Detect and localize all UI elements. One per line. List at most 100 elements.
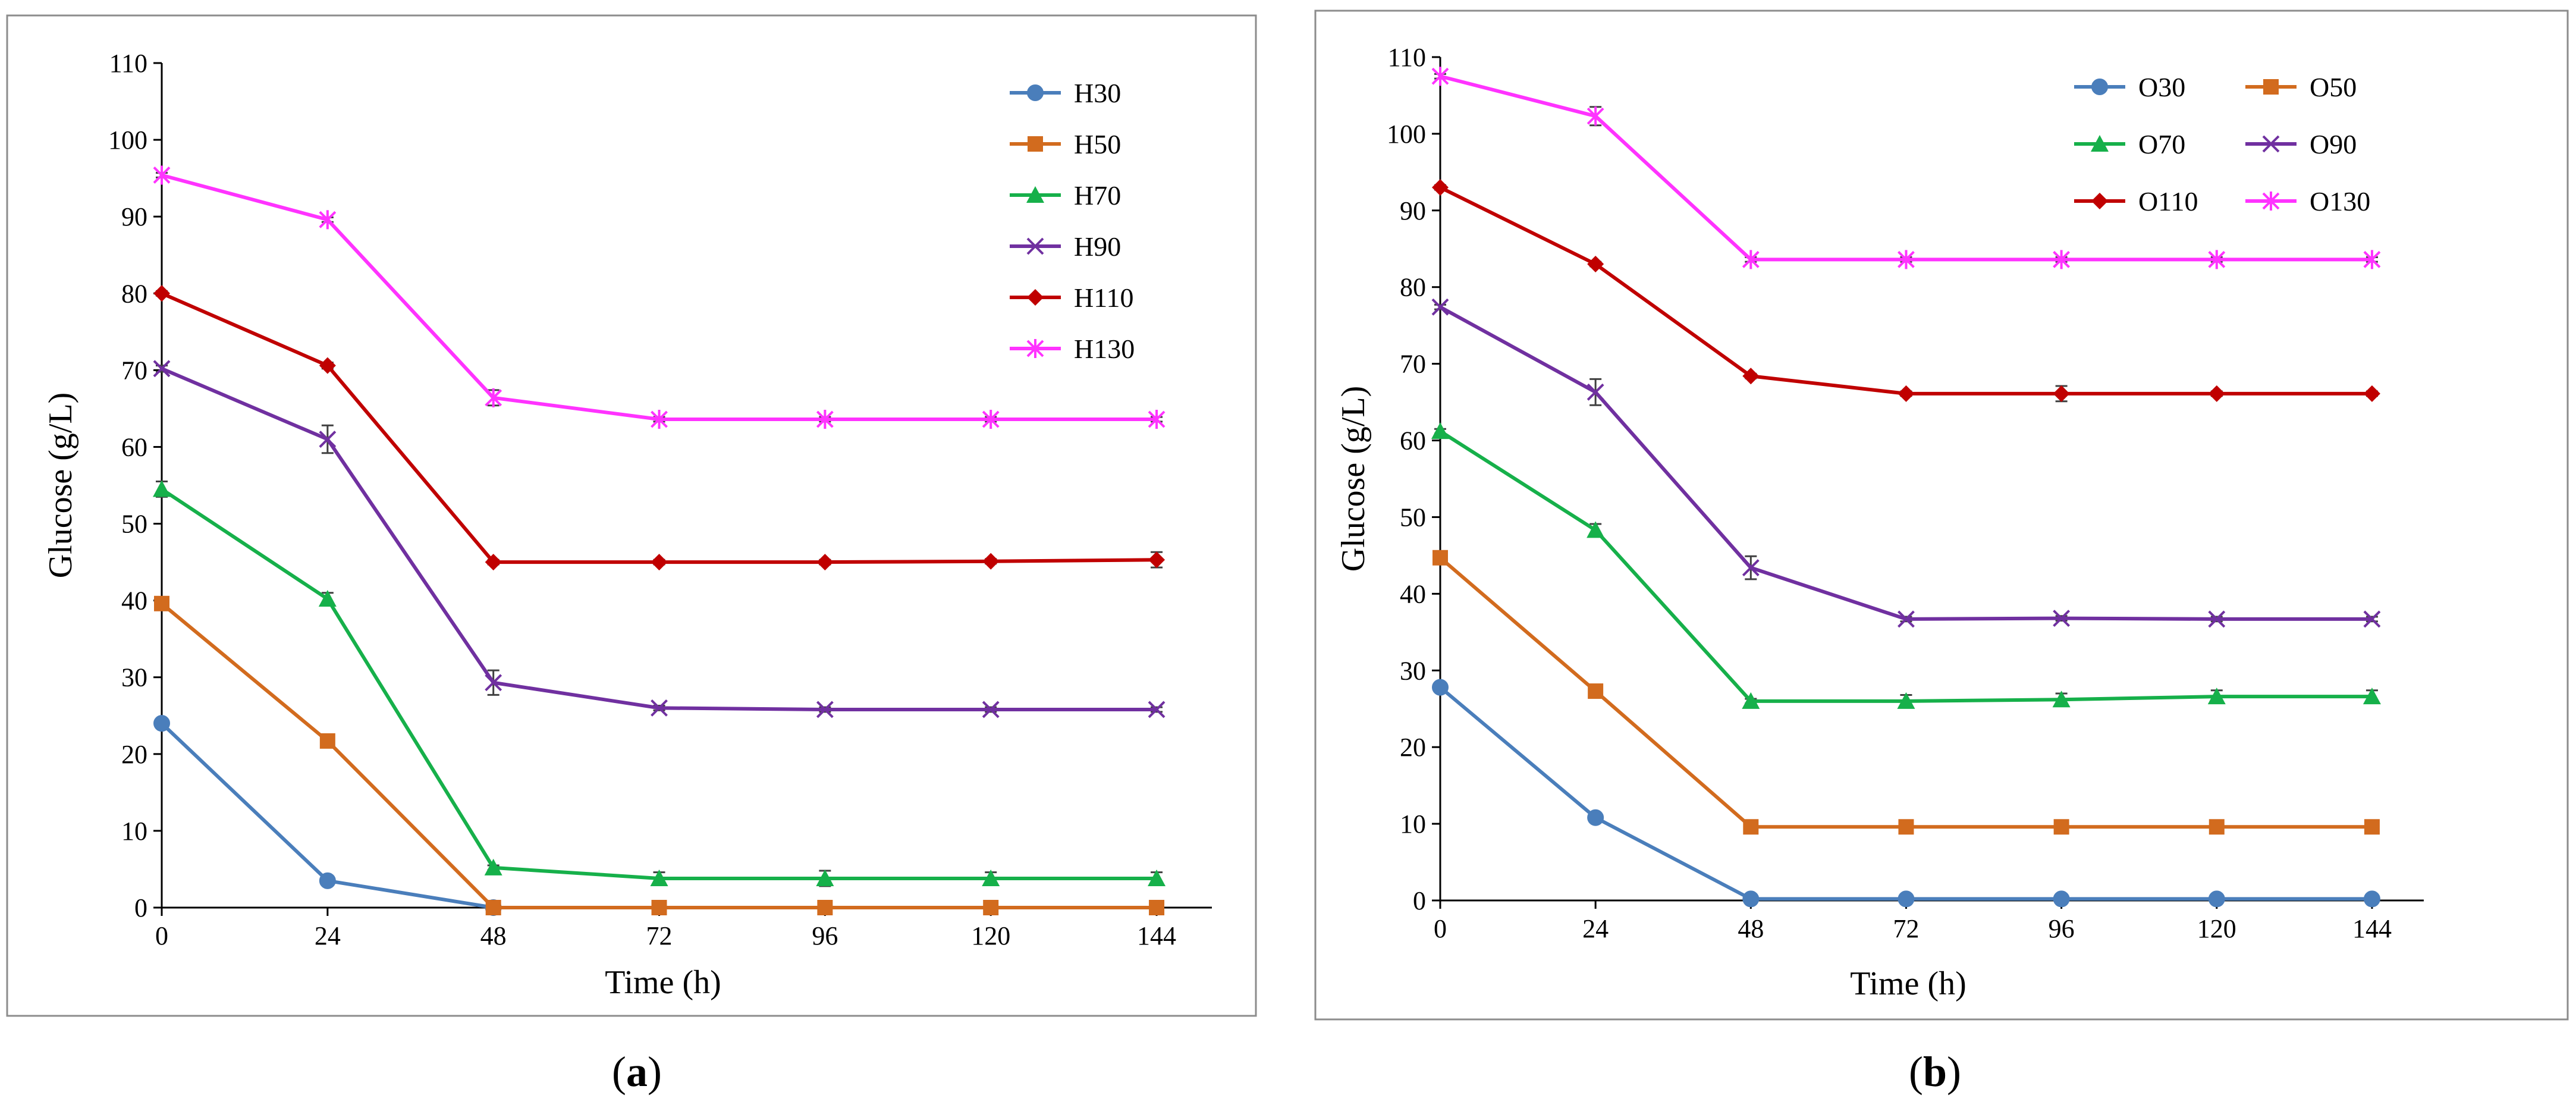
panel-a-x-tick-label: 0: [155, 921, 168, 950]
panel-b-legend-marker: [2262, 135, 2280, 153]
panel-a-x-tick-label: 24: [315, 921, 341, 950]
panel-b-series-o30-point: [1587, 809, 1604, 826]
panel-b-legend-label: O90: [2310, 129, 2357, 159]
panel-a-series-h50: [154, 595, 1165, 915]
panel-b-legend-marker: [2263, 79, 2279, 95]
panel-a-series-h70-point: [153, 480, 171, 497]
panel-b-series-o30-point: [1432, 679, 1449, 696]
panel-b-legend-marker: [2091, 135, 2109, 152]
panel-b-legend-marker: [2262, 192, 2280, 211]
panel-a-series-h30-point: [319, 872, 336, 889]
panel-a-series-h110-point: [651, 554, 668, 571]
panel-b-x-tick-label: 72: [1893, 914, 1919, 943]
panel-a-series-h110-point: [982, 553, 1000, 570]
panel-a-legend-marker: [1028, 136, 1043, 152]
panel-b-series-o50-point: [1898, 819, 1914, 835]
panel-b-y-tick-label: 110: [1388, 43, 1426, 72]
panel-b-legend-label: O110: [2138, 186, 2198, 216]
panel-a-y-tick-label: 60: [121, 432, 147, 462]
panel-a-legend-marker: [1026, 186, 1044, 203]
panel-a-legend-item-h90: H90: [1010, 231, 1121, 262]
panel-a-series-h90-point: [651, 699, 668, 717]
panel-b-series-o90-point: [2053, 610, 2071, 627]
panel-a-series-h50-point: [154, 595, 169, 611]
panel-a-series-h90-point: [816, 701, 834, 718]
panel-a-y-tick-label: 70: [121, 356, 147, 385]
panel-a-x-tick-label: 120: [971, 921, 1010, 950]
panel-b-legend-marker: [2091, 193, 2108, 209]
panel-b-series-o130-point: [1742, 250, 1760, 269]
panel-a-legend-marker: [1027, 289, 1044, 306]
panel-b-series-o110-point: [2363, 385, 2380, 402]
panel-a-series-h130-point: [816, 409, 834, 429]
panel-a-frame: [6, 14, 1257, 1017]
panel-b-x-tick-label: 24: [1582, 914, 1609, 943]
panel-a-y-tick-label: 100: [108, 125, 147, 155]
panel-b-legend-label: O50: [2310, 72, 2357, 102]
chart-panel-b: 0 10 20 30 40 50 60 70 80 90 100 110 0 24 48 72 96 120 144…: [1335, 43, 2424, 1002]
panel-a-x-tick-label: 72: [646, 921, 673, 950]
panel-b-legend-item-o30: O30: [2074, 72, 2185, 102]
panel-a-legend-item-h110: H110: [1010, 283, 1134, 313]
panel-a-series-h110-point: [153, 285, 170, 302]
panel-b-x-tick-label: 48: [1738, 914, 1764, 943]
panel-a-series-h90-point: [1148, 701, 1166, 718]
panel-b-series-o30-point: [2363, 890, 2380, 908]
panel-b-series-o50-point: [1432, 550, 1448, 566]
panel-a-series-h130-point: [982, 409, 1000, 429]
panel-b-series-o110-point: [1432, 179, 1449, 196]
panel-b-series-o90: [1431, 298, 2381, 628]
panel-b-y-tick-label: 100: [1387, 120, 1426, 149]
panel-a-series-h90-point: [485, 674, 502, 692]
panel-a-series-h30-point: [153, 715, 170, 732]
panel-a-legend-label: H90: [1074, 231, 1121, 262]
panel-b-series-o30-point: [1898, 890, 1915, 908]
panel-b-series-o50-point: [2053, 819, 2069, 835]
panel-a-series-h130-point: [153, 165, 171, 185]
panel-a-y-tick-label: 40: [121, 586, 147, 616]
panel-a-series-h130: [153, 165, 1166, 429]
panel-a-series-h50-point: [817, 900, 833, 915]
panel-b-series-o90-point: [1587, 383, 1604, 401]
panel-a-series-h70-point: [484, 858, 502, 875]
panel-a-y-tick-label: 80: [121, 279, 147, 308]
panel-b-series-o30-point: [2208, 890, 2225, 908]
chart-panel-a: 0 10 20 30 40 50 60 70 80 90 100 110 0 24 48 72 96 120 144…: [42, 49, 1212, 1001]
panel-b-series-o70-point: [1587, 521, 1605, 538]
panel-a-legend-label: H70: [1074, 180, 1121, 211]
panel-a-series-h70-point: [650, 869, 668, 886]
panel-b-legend-marker: [2091, 79, 2108, 95]
panel-b-series-o110-point: [2053, 385, 2070, 402]
panel-b-legend-item-o50: O50: [2245, 72, 2357, 102]
panel-b-series-o70-point: [1897, 692, 1915, 709]
panel-b-legend-label: O70: [2138, 129, 2185, 159]
panel-a-series-h110-point: [816, 554, 834, 571]
panel-b-series-o90-point: [2363, 610, 2381, 628]
panel-a-y-tick-label: 10: [121, 817, 147, 846]
panel-a-legend-marker: [1026, 237, 1044, 255]
panel-b-series-o110-point: [1742, 368, 1760, 385]
panel-a-series-h90-point: [982, 701, 1000, 718]
panel-b-series-o90-point: [1431, 298, 1449, 316]
panel-b-series-o130: [1431, 67, 2381, 269]
panel-a-series-h90: [153, 360, 1166, 718]
panel-b-y-tick-label: 70: [1400, 350, 1426, 379]
panel-b-series-o130-point: [1587, 106, 1604, 126]
panel-a-x-tick-label: 144: [1137, 921, 1176, 950]
panel-b-series-o70-point: [1742, 692, 1760, 709]
panel-b-y-tick-label: 80: [1400, 273, 1426, 302]
panel-a-legend-marker: [1027, 84, 1044, 101]
panel-a-series-h110-point: [485, 554, 502, 571]
panel-b-series-o30-point: [2053, 890, 2070, 908]
panel-b-x-tick-label: 120: [2197, 914, 2236, 943]
panel-a-series-h70-point: [982, 869, 1000, 886]
panel-b-series-o70-point: [2363, 688, 2381, 705]
panel-a-legend-label: H130: [1074, 334, 1135, 364]
panel-b-x-tick-label: 0: [1434, 914, 1447, 943]
panel-b-series-o110-point: [2208, 385, 2225, 402]
panel-b-y-tick-label: 50: [1400, 503, 1426, 532]
caption-b: (b): [1909, 1048, 1961, 1096]
panel-a-legend-item-h130: H130: [1010, 334, 1135, 364]
panel-b-y-tick-label: 40: [1400, 579, 1426, 608]
